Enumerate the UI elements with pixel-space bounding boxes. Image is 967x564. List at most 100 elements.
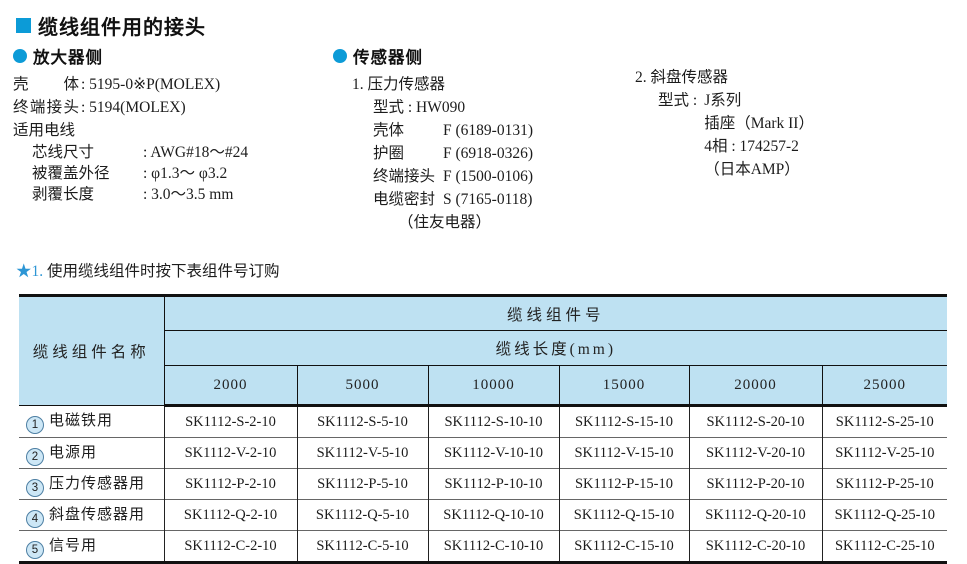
- note-text: 使用缆线组件时按下表组件号订购: [43, 263, 280, 280]
- terminal-label: 终端接头: [13, 99, 79, 116]
- wire-spec-value: : AWG#18～#24: [143, 144, 249, 161]
- shell-label: 壳 体: [13, 76, 79, 93]
- part-number-cell: SK1112-S-5-10: [296, 405, 428, 438]
- length-header-cell: 5000: [296, 365, 428, 407]
- amplifier-heading-label: 放大器侧: [33, 49, 103, 67]
- order-note: ★1. 使用缆线组件时按下表组件号订购: [16, 259, 280, 281]
- name-header-cell: 缆线组件名称: [19, 295, 165, 406]
- part-label: 护圈: [373, 145, 405, 162]
- wire-spec-row: 被覆盖外径 : φ1.3～ φ3.2: [32, 163, 333, 184]
- wire-heading: 适用电线: [13, 122, 76, 139]
- note-star-icon: ★1.: [16, 263, 44, 280]
- length-header-cell: 10000: [427, 365, 559, 407]
- part-number-cell: SK1112-S-25-10: [821, 405, 948, 438]
- table-row: 1 电磁铁用 SK1112-S-2-10 SK1112-S-5-10 SK1112…: [19, 405, 948, 438]
- part-value: F (1500-0106): [443, 168, 533, 185]
- table-row: 5 信号用 SK1112-C-2-10 SK1112-C-5-10 SK1112-…: [19, 530, 948, 563]
- part-number-cell: SK1112-P-2-10: [163, 468, 297, 500]
- part-number-cell: SK1112-V-5-10: [296, 437, 428, 469]
- part-number-cell: SK1112-Q-15-10: [558, 499, 689, 531]
- circled-number-icon: 4: [26, 509, 44, 528]
- part-number-cell: SK1112-P-5-10: [296, 468, 428, 500]
- circled-number-icon: 2: [26, 447, 44, 466]
- swash-type-label: 型式 :: [658, 92, 698, 109]
- wire-spec-list: 芯线尺寸 : AWG#18～#24 被覆盖外径 : φ1.3～ φ3.2 剥覆长…: [32, 142, 333, 205]
- part-number-cell: SK1112-V-10-10: [427, 437, 559, 469]
- row-name-cell: 2 电源用: [19, 437, 164, 469]
- part-number-cell: SK1112-Q-25-10: [821, 499, 948, 531]
- swash-type-line: J系列: [704, 92, 742, 109]
- part-label: 壳体: [373, 122, 405, 139]
- bullet-circle-icon: [13, 49, 27, 63]
- pressure-type: 型式 : HW090: [373, 99, 466, 116]
- shell-value: : 5195-0※P(MOLEX): [81, 76, 221, 93]
- circled-number-icon: 1: [26, 416, 44, 434]
- terminal-value: : 5194(MOLEX): [81, 99, 186, 116]
- sensor-section: 传感器侧 1. 压力传感器 型式 : HW090 壳体 F (6189-0131…: [333, 44, 633, 234]
- amplifier-heading: 放大器侧: [13, 44, 333, 68]
- sensor-heading-label: 传感器侧: [353, 49, 423, 67]
- pressure-part-row: 壳体 F (6189-0131): [373, 119, 633, 142]
- swash-type-line: （日本AMP）: [704, 161, 800, 178]
- part-number-cell: SK1112-C-15-10: [558, 530, 689, 563]
- title-square-icon: [16, 18, 31, 33]
- pressure-maker: （住友电器）: [398, 214, 492, 231]
- table-row: 2 电源用 SK1112-V-2-10 SK1112-V-5-10 SK1112-…: [19, 437, 948, 469]
- wire-spec-row: 剥覆长度 : 3.0～3.5 mm: [32, 184, 333, 205]
- part-value: F (6189-0131): [443, 122, 533, 139]
- part-number-cell: SK1112-C-10-10: [427, 530, 559, 563]
- length-header-cell: 2000: [164, 365, 297, 407]
- parts-table-wrap: 缆线组件名称 缆线组件号 缆线长度(mm) 2000 5000 10000 15…: [19, 294, 948, 564]
- part-number-cell: SK1112-P-20-10: [688, 468, 822, 500]
- part-number-cell: SK1112-V-15-10: [558, 437, 689, 469]
- wire-spec-value: : 3.0～3.5 mm: [143, 186, 234, 203]
- part-number-cell: SK1112-Q-2-10: [163, 499, 297, 531]
- wire-spec-value: : φ1.3～ φ3.2: [143, 165, 228, 182]
- row-name: 电源用: [49, 444, 98, 461]
- row-name-cell: 1 电磁铁用: [19, 406, 164, 438]
- assembly-number-header: 缆线组件号: [164, 295, 948, 331]
- bullet-circle-icon: [333, 49, 347, 63]
- pressure-part-row: 护圈 F (6918-0326): [373, 142, 633, 165]
- length-header-cell: 15000: [558, 365, 689, 407]
- part-number-cell: SK1112-Q-10-10: [427, 499, 559, 531]
- part-number-cell: SK1112-Q-5-10: [296, 499, 428, 531]
- part-number-cell: SK1112-C-2-10: [163, 530, 297, 563]
- swash-sensor-block: 2. 斜盘传感器 型式 : J系列 插座（Mark II） 4相 : 17425…: [635, 66, 915, 181]
- part-label: 终端接头: [373, 168, 436, 185]
- part-number-cell: SK1112-V-25-10: [821, 437, 948, 469]
- amplifier-section: 放大器侧 壳 体 : 5195-0※P(MOLEX) 终端接头 : 5194(M…: [13, 44, 333, 205]
- row-name: 电磁铁用: [49, 413, 114, 429]
- part-number-cell: SK1112-C-20-10: [688, 530, 822, 563]
- part-number-cell: SK1112-Q-20-10: [688, 499, 822, 531]
- pressure-part-row: 电缆密封 S (7165-0118): [373, 188, 633, 211]
- part-number-cell: SK1112-S-15-10: [558, 405, 689, 438]
- parts-table: 缆线组件名称 缆线组件号 缆线长度(mm) 2000 5000 10000 15…: [19, 294, 948, 564]
- page-title: 缆线组件用的接头: [38, 17, 206, 39]
- row-name: 斜盘传感器用: [49, 506, 146, 523]
- swash-type-line: 插座（Mark II）: [704, 115, 814, 132]
- shell-spec-line: 壳 体 : 5195-0※P(MOLEX): [13, 73, 333, 96]
- part-number-cell: SK1112-P-25-10: [821, 468, 948, 500]
- row-name: 压力传感器用: [49, 475, 146, 492]
- row-name-cell: 3 压力传感器用: [19, 468, 164, 500]
- circled-number-icon: 5: [26, 540, 44, 559]
- row-name: 信号用: [49, 537, 98, 554]
- part-number-cell: SK1112-V-2-10: [163, 437, 297, 469]
- part-number-cell: SK1112-S-20-10: [688, 405, 822, 438]
- circled-number-icon: 3: [26, 478, 44, 497]
- part-number-cell: SK1112-P-10-10: [427, 468, 559, 500]
- page-header: 缆线组件用的接头: [16, 11, 206, 40]
- part-value: S (7165-0118): [443, 191, 533, 208]
- pressure-title: 1. 压力传感器: [352, 76, 446, 93]
- part-number-cell: SK1112-S-2-10: [163, 405, 297, 438]
- part-number-cell: SK1112-V-20-10: [688, 437, 822, 469]
- wire-spec-label: 芯线尺寸: [32, 144, 95, 161]
- wire-spec-label: 被覆盖外径: [32, 165, 110, 182]
- wire-spec-row: 芯线尺寸 : AWG#18～#24: [32, 142, 333, 163]
- cable-length-header: 缆线长度(mm): [164, 330, 948, 366]
- part-label: 电缆密封: [373, 191, 436, 208]
- swash-title: 2. 斜盘传感器: [635, 69, 729, 86]
- table-row: 4 斜盘传感器用 SK1112-Q-2-10 SK1112-Q-5-10 SK11…: [19, 499, 948, 531]
- terminal-spec-line: 终端接头 : 5194(MOLEX): [13, 96, 333, 119]
